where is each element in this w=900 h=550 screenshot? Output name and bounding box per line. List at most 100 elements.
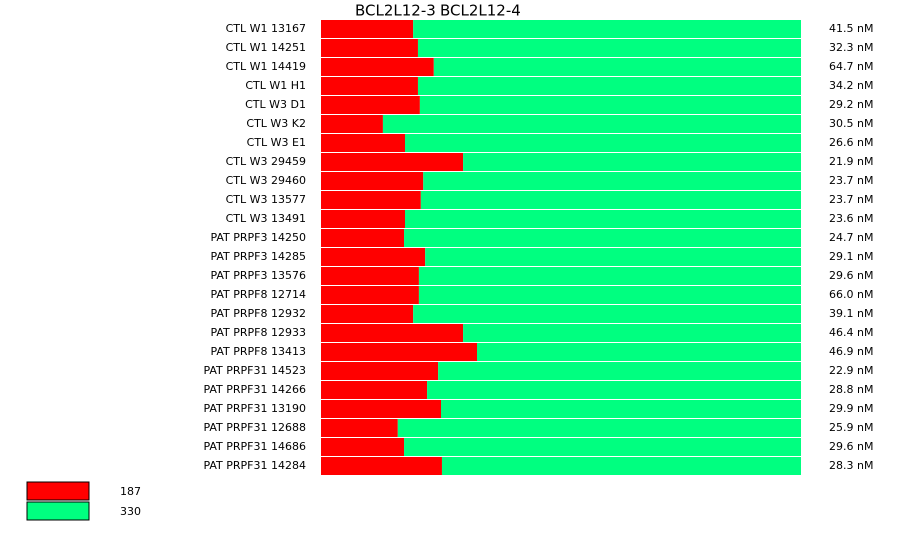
bar-segment: [418, 267, 801, 285]
bar-segment: [321, 286, 419, 304]
row-note: 24.7 nM: [829, 231, 873, 244]
row-note: 39.1 nM: [829, 307, 873, 320]
bar-segment: [404, 438, 801, 456]
bar-segment: [321, 362, 439, 380]
row-note: 23.7 nM: [829, 174, 873, 187]
row-note: 28.8 nM: [829, 383, 873, 396]
bar-segment: [420, 191, 801, 209]
row-label: CTL W3 D1: [245, 98, 306, 111]
header: BCL2L12-3: [355, 2, 436, 20]
bar-segment: [321, 229, 405, 247]
bar-segment: [321, 20, 414, 38]
row-label: CTL W3 29459: [226, 155, 306, 168]
bar-segment: [397, 419, 801, 437]
row-label: PAT PRPF31 12688: [203, 421, 306, 434]
row-label: PAT PRPF31 14686: [203, 440, 306, 453]
row-label: CTL W3 K2: [246, 117, 306, 130]
bar-segment: [382, 115, 801, 133]
bar-segment: [321, 324, 464, 342]
row-note: 46.4 nM: [829, 326, 873, 339]
row-label: PAT PRPF8 12933: [210, 326, 306, 339]
bar-segment: [321, 191, 421, 209]
row-label: PAT PRPF31 14523: [203, 364, 306, 377]
bar-segment: [321, 457, 442, 475]
bar-segment: [321, 153, 464, 171]
bar-segment: [405, 210, 801, 228]
bar-segment: [413, 20, 801, 38]
row-label: PAT PRPF8 12932: [210, 307, 306, 320]
row-note: 26.6 nM: [829, 136, 873, 149]
bar-segment: [321, 58, 434, 76]
row-note: 29.1 nM: [829, 250, 873, 263]
bar-segment: [418, 286, 801, 304]
bar-segment: [321, 77, 418, 95]
row-label: CTL W1 13167: [226, 22, 306, 35]
row-label: PAT PRPF3 14250: [210, 231, 306, 244]
bar-segment: [423, 172, 801, 190]
row-label: PAT PRPF31 13190: [203, 402, 306, 415]
row-note: 29.6 nM: [829, 269, 873, 282]
bar-segment: [463, 153, 801, 171]
bar-segment: [321, 400, 441, 418]
row-note: 29.6 nM: [829, 440, 873, 453]
bar-segment: [413, 305, 801, 323]
row-label: PAT PRPF8 13413: [210, 345, 306, 358]
row-label: PAT PRPF3 13576: [210, 269, 306, 282]
bar-segment: [321, 39, 418, 57]
row-label: PAT PRPF31 14284: [203, 459, 306, 472]
row-note: 21.9 nM: [829, 155, 873, 168]
bar-segment: [321, 305, 414, 323]
bar-segment: [433, 58, 801, 76]
bar-segment: [419, 96, 801, 114]
bar-segment: [463, 324, 801, 342]
legend-swatch: [26, 501, 90, 521]
row-note: 29.2 nM: [829, 98, 873, 111]
bar-segment: [425, 248, 801, 266]
bar-segment: [404, 229, 801, 247]
row-label: PAT PRPF3 14285: [210, 250, 306, 263]
row-note: 46.9 nM: [829, 345, 873, 358]
bar-segment: [477, 343, 801, 361]
legend-label: 187: [120, 485, 141, 498]
row-note: 25.9 nM: [829, 421, 873, 434]
row-note: 41.5 nM: [829, 22, 873, 35]
bar-segment: [321, 96, 420, 114]
bar-segment: [427, 381, 801, 399]
bar-segment: [438, 362, 801, 380]
row-label: CTL W1 14251: [226, 41, 306, 54]
row-note: 34.2 nM: [829, 79, 873, 92]
bar-segment: [405, 134, 801, 152]
bar-segment: [417, 77, 801, 95]
bar-segment: [417, 39, 801, 57]
bar-segment: [321, 343, 477, 361]
row-label: PAT PRPF31 14266: [203, 383, 306, 396]
bar-segment: [321, 172, 424, 190]
row-label: PAT PRPF8 12714: [210, 288, 306, 301]
bar-segment: [321, 134, 405, 152]
bar-segment: [441, 400, 801, 418]
row-label: CTL W3 13577: [226, 193, 306, 206]
bar-segment: [321, 248, 426, 266]
row-note: 29.9 nM: [829, 402, 873, 415]
row-note: 23.7 nM: [829, 193, 873, 206]
bar-segment: [321, 381, 428, 399]
bar-segment: [321, 210, 405, 228]
row-note: 30.5 nM: [829, 117, 873, 130]
bar-segment: [321, 115, 383, 133]
row-note: 64.7 nM: [829, 60, 873, 73]
bar-segment: [321, 267, 419, 285]
row-label: CTL W3 29460: [226, 174, 306, 187]
row-label: CTL W3 13491: [226, 212, 306, 225]
row-note: 66.0 nM: [829, 288, 873, 301]
row-note: 22.9 nM: [829, 364, 873, 377]
row-label: CTL W1 14419: [226, 60, 306, 73]
bar-segment: [321, 438, 405, 456]
legend-label: 330: [120, 505, 141, 518]
row-note: 32.3 nM: [829, 41, 873, 54]
bar-segment: [321, 419, 398, 437]
row-label: CTL W1 H1: [245, 79, 306, 92]
row-label: CTL W3 E1: [247, 136, 306, 149]
bar-segment: [441, 457, 801, 475]
row-note: 23.6 nM: [829, 212, 873, 225]
